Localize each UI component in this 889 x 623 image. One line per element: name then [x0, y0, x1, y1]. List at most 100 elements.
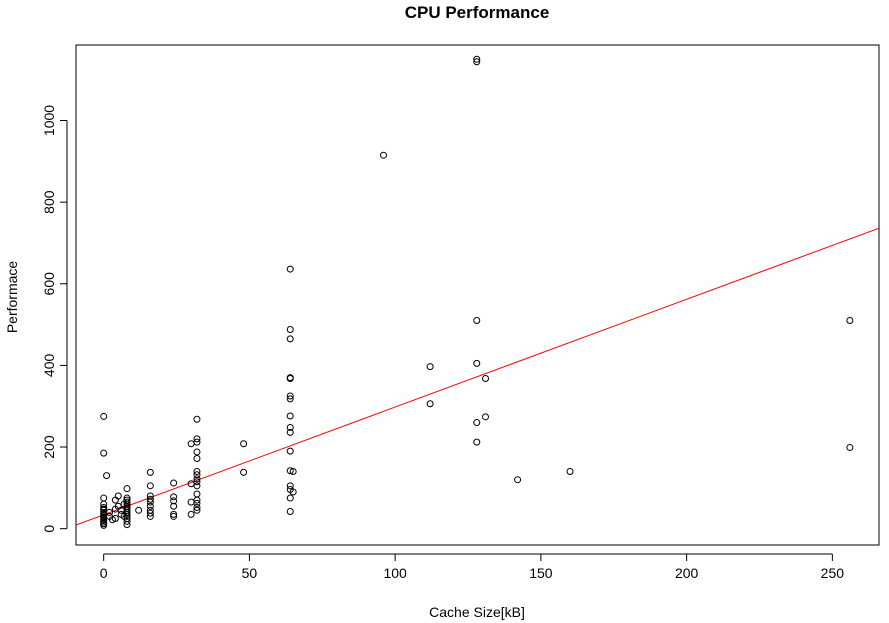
y-tick-label: 800 [41, 190, 57, 214]
x-tick-label: 250 [821, 565, 845, 581]
data-point [473, 317, 481, 325]
data-point [146, 498, 154, 506]
y-tick-label: 1000 [41, 105, 57, 136]
data-point [426, 363, 434, 371]
data-point [193, 415, 201, 423]
data-point [106, 508, 114, 516]
chart-title: CPU Performance [405, 3, 550, 22]
x-tick-label: 200 [675, 565, 699, 581]
y-tick-label: 0 [41, 525, 57, 533]
data-point [146, 502, 154, 510]
data-point [193, 482, 201, 490]
x-axis-label: Cache Size[kB] [429, 604, 525, 620]
data-point [286, 412, 294, 420]
data-point [846, 443, 854, 451]
data-point [170, 510, 178, 518]
data-point [193, 448, 201, 456]
data-point [114, 492, 122, 500]
data-point [193, 506, 201, 514]
data-point [146, 495, 154, 503]
data-point [100, 521, 108, 529]
data-point [566, 468, 574, 476]
y-tick-label: 400 [41, 354, 57, 378]
data-point [123, 512, 131, 520]
data-point [100, 412, 108, 420]
data-point [170, 497, 178, 505]
data-point [146, 482, 154, 490]
data-point [146, 468, 154, 476]
data-point [240, 468, 248, 476]
data-point [473, 359, 481, 367]
data-point [193, 468, 201, 476]
data-point [193, 471, 201, 479]
data-point [846, 317, 854, 325]
data-point [123, 485, 131, 493]
x-tick-label: 0 [100, 565, 108, 581]
data-point [100, 494, 108, 502]
data-point [286, 428, 294, 436]
data-point [473, 55, 481, 63]
data-point [473, 438, 481, 446]
data-point [123, 521, 131, 529]
data-point [187, 510, 195, 518]
data-point [193, 490, 201, 498]
data-point [111, 496, 119, 504]
x-tick-label: 150 [529, 565, 553, 581]
data-point [193, 496, 201, 504]
data-point [286, 447, 294, 455]
data-point [187, 498, 195, 506]
data-point [286, 482, 294, 490]
x-axis: 0 50 100 150 200 250 [100, 553, 845, 581]
data-point [193, 503, 201, 511]
data-point [123, 510, 131, 518]
data-point [286, 374, 294, 382]
data-point [286, 325, 294, 333]
data-point [170, 493, 178, 501]
data-point [286, 508, 294, 516]
data-point [286, 494, 294, 502]
data-point [240, 440, 248, 448]
data-point [103, 472, 111, 480]
plot-area [76, 55, 879, 529]
data-point [380, 151, 388, 159]
y-tick-label: 200 [41, 435, 57, 459]
data-point [286, 335, 294, 343]
x-tick-label: 100 [383, 565, 407, 581]
x-tick-label: 50 [242, 565, 258, 581]
data-point [482, 374, 490, 382]
data-point [193, 435, 201, 443]
data-point [286, 423, 294, 431]
data-point [286, 395, 294, 403]
data-point [193, 454, 201, 462]
y-axis-label: Performace [4, 261, 20, 334]
data-point [170, 479, 178, 487]
data-point [187, 440, 195, 448]
data-point [286, 265, 294, 273]
data-point [135, 506, 143, 514]
data-point [193, 478, 201, 486]
data-point [289, 488, 297, 496]
data-point [426, 400, 434, 408]
data-point [473, 58, 481, 66]
data-point [289, 468, 297, 476]
data-point [146, 512, 154, 520]
data-point [286, 467, 294, 475]
data-point [170, 502, 178, 510]
data-point [100, 449, 108, 457]
data-point [193, 438, 201, 446]
data-point [473, 419, 481, 427]
data-point [146, 509, 154, 517]
data-point [193, 499, 201, 507]
data-point [193, 475, 201, 483]
data-point [514, 476, 522, 484]
data-point [482, 413, 490, 421]
plot-frame [75, 44, 880, 546]
y-tick-label: 600 [41, 272, 57, 296]
regression-line [76, 227, 879, 526]
y-axis: 0 200 400 600 800 1000 [41, 105, 68, 533]
data-point [123, 517, 131, 525]
data-point [170, 512, 178, 520]
data-point [111, 514, 119, 522]
data-point [286, 392, 294, 400]
